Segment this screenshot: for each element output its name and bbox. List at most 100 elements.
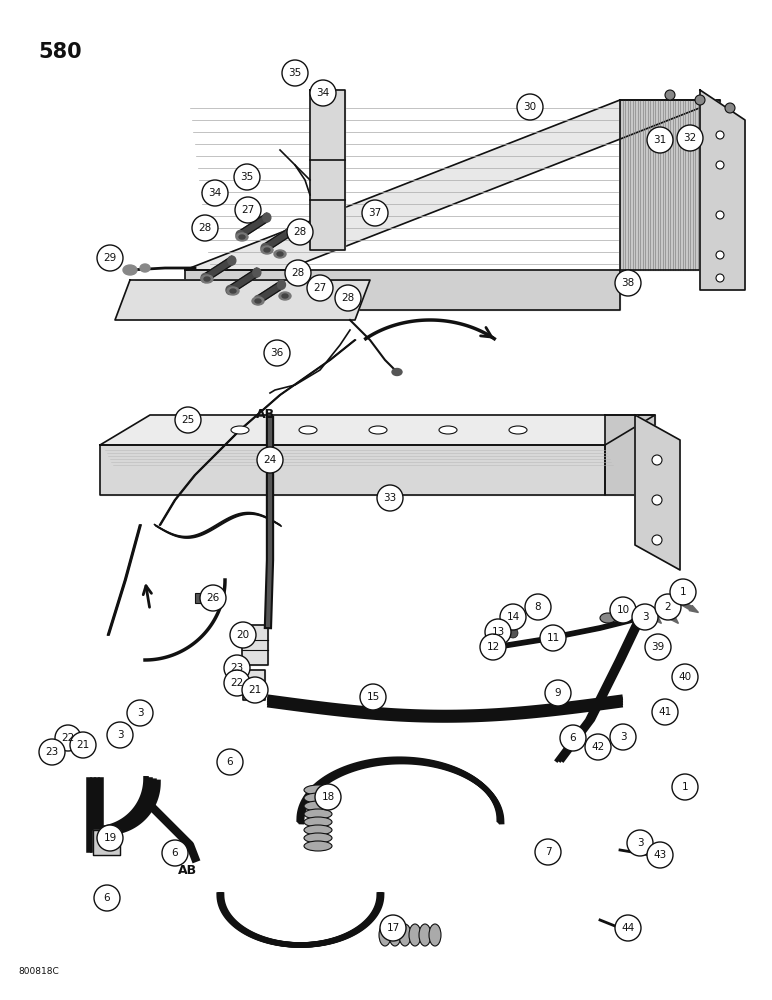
Text: 43: 43 [653,850,667,860]
Circle shape [335,285,361,311]
Circle shape [70,732,96,758]
Polygon shape [620,100,720,270]
Text: 2: 2 [665,602,672,612]
Ellipse shape [600,613,616,623]
Text: 33: 33 [384,493,397,503]
Ellipse shape [226,286,234,294]
Circle shape [39,739,65,765]
Circle shape [632,604,658,630]
Circle shape [548,633,558,643]
Ellipse shape [277,252,283,256]
Circle shape [493,643,503,653]
Text: AB: AB [256,408,275,422]
Circle shape [677,125,703,151]
Polygon shape [185,100,720,270]
Ellipse shape [140,264,150,272]
Ellipse shape [253,268,261,277]
Circle shape [97,825,123,851]
Circle shape [679,671,691,683]
Circle shape [251,686,259,694]
Circle shape [540,625,566,651]
Circle shape [94,885,120,911]
Circle shape [107,722,133,748]
Text: 39: 39 [652,642,665,652]
Circle shape [257,447,283,473]
Ellipse shape [304,817,332,827]
Text: 21: 21 [76,740,90,750]
Circle shape [545,680,571,706]
Text: 6: 6 [570,733,577,743]
Text: 1: 1 [682,782,689,792]
Circle shape [307,275,333,301]
Polygon shape [605,415,655,495]
Ellipse shape [204,277,210,281]
Circle shape [645,634,671,660]
Text: 40: 40 [679,672,692,682]
FancyArrow shape [647,609,662,623]
FancyArrow shape [664,609,679,623]
Circle shape [525,594,551,620]
Polygon shape [205,256,232,282]
Circle shape [200,585,226,611]
Text: 8: 8 [535,602,541,612]
Ellipse shape [299,426,317,434]
Circle shape [716,131,724,139]
Text: 3: 3 [642,612,648,622]
Circle shape [672,664,698,690]
Text: 10: 10 [616,605,629,615]
Ellipse shape [123,265,137,275]
Ellipse shape [261,246,273,254]
Text: 13: 13 [491,627,505,637]
Text: 29: 29 [103,253,117,263]
Text: 17: 17 [386,923,400,933]
Ellipse shape [625,608,641,618]
Text: 28: 28 [291,268,305,278]
Text: 3: 3 [637,838,643,848]
Ellipse shape [236,233,248,241]
Circle shape [716,161,724,169]
Ellipse shape [227,287,239,295]
Text: 38: 38 [621,278,635,288]
Ellipse shape [282,294,288,298]
Text: 23: 23 [230,663,244,673]
Circle shape [652,495,662,505]
Text: 1: 1 [679,587,686,597]
Ellipse shape [389,924,401,946]
Text: 28: 28 [341,293,354,303]
Text: 23: 23 [46,747,59,757]
Circle shape [560,725,586,751]
Text: 14: 14 [506,612,520,622]
Text: 28: 28 [293,227,306,237]
Ellipse shape [201,273,209,282]
Ellipse shape [304,809,332,819]
Text: 6: 6 [171,848,178,858]
Circle shape [652,535,662,545]
Polygon shape [100,445,605,495]
Text: 3: 3 [117,730,124,740]
Circle shape [47,747,57,757]
Circle shape [610,597,636,623]
Polygon shape [243,670,265,700]
Text: 26: 26 [206,593,219,603]
Text: 35: 35 [240,172,254,182]
Text: 37: 37 [368,208,381,218]
Circle shape [78,740,88,750]
Circle shape [242,677,268,703]
FancyBboxPatch shape [195,593,205,603]
Circle shape [652,699,678,725]
Text: 3: 3 [620,732,626,742]
Circle shape [635,838,645,848]
Circle shape [282,60,308,86]
Circle shape [127,700,153,726]
Ellipse shape [254,296,262,304]
Text: 3: 3 [137,708,144,718]
Circle shape [235,197,261,223]
Ellipse shape [392,368,402,375]
Circle shape [500,604,526,630]
Ellipse shape [439,426,457,434]
Ellipse shape [409,924,421,946]
Circle shape [592,741,604,753]
Text: 44: 44 [621,923,635,933]
Circle shape [623,923,633,933]
Polygon shape [265,227,290,252]
